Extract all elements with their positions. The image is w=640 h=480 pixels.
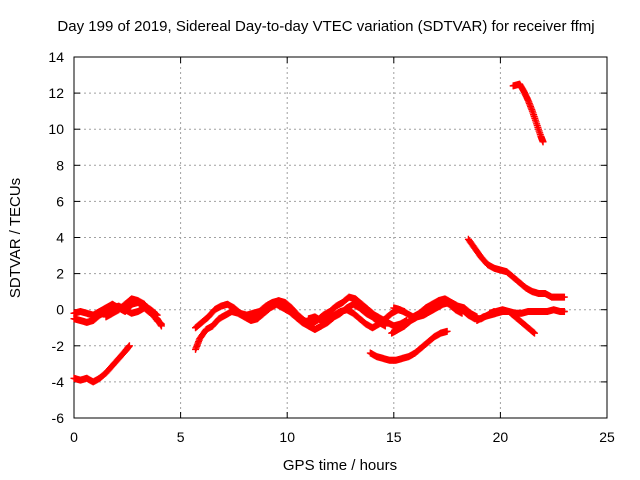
x-tick-label: 0 <box>70 429 78 445</box>
series-arc-16 <box>509 80 547 146</box>
series-arc-4 <box>102 295 165 328</box>
y-axis-ticks: -6 -4 -2 0 2 4 6 8 10 12 14 <box>48 49 607 426</box>
y-tick-label: 4 <box>56 230 64 246</box>
x-tick-label: 5 <box>177 429 185 445</box>
series-arc-13 <box>464 235 568 301</box>
series-arc-1 <box>70 342 133 386</box>
y-axis-label: SDTVAR / TECUs <box>7 178 24 298</box>
x-tick-label: 10 <box>279 429 295 445</box>
series-arc-15 <box>486 306 539 337</box>
y-tick-label: 0 <box>56 302 64 318</box>
data-point <box>560 308 568 316</box>
y-tick-label: 14 <box>48 49 64 65</box>
x-tick-label: 20 <box>493 429 509 445</box>
data-point <box>443 327 451 335</box>
y-tick-label: -4 <box>52 374 65 390</box>
data-point <box>157 320 165 328</box>
data-point <box>539 138 547 146</box>
x-tick-label: 25 <box>599 429 615 445</box>
data-point <box>458 309 466 317</box>
y-tick-label: 12 <box>48 85 64 101</box>
data-point-interp <box>530 328 538 336</box>
y-tick-label: 10 <box>48 121 64 137</box>
series-arc-9 <box>366 327 451 364</box>
y-tick-label: 2 <box>56 266 64 282</box>
y-tick-label: -6 <box>52 410 65 426</box>
chart-title: Day 199 of 2019, Sidereal Day-to-day VTE… <box>57 18 594 35</box>
series-arc-12 <box>400 297 466 328</box>
data-point <box>531 329 539 337</box>
y-tick-label: 6 <box>56 193 64 209</box>
data-series-group <box>70 80 568 386</box>
data-point <box>125 342 133 350</box>
x-axis-label: GPS time / hours <box>283 457 397 474</box>
x-axis-ticks: 0 5 10 15 20 25 <box>70 57 615 445</box>
y-tick-label: -2 <box>52 338 65 354</box>
y-tick-label: 8 <box>56 157 64 173</box>
data-point <box>381 322 389 330</box>
x-tick-label: 15 <box>386 429 402 445</box>
data-point <box>560 293 568 301</box>
grid-lines <box>74 57 607 418</box>
